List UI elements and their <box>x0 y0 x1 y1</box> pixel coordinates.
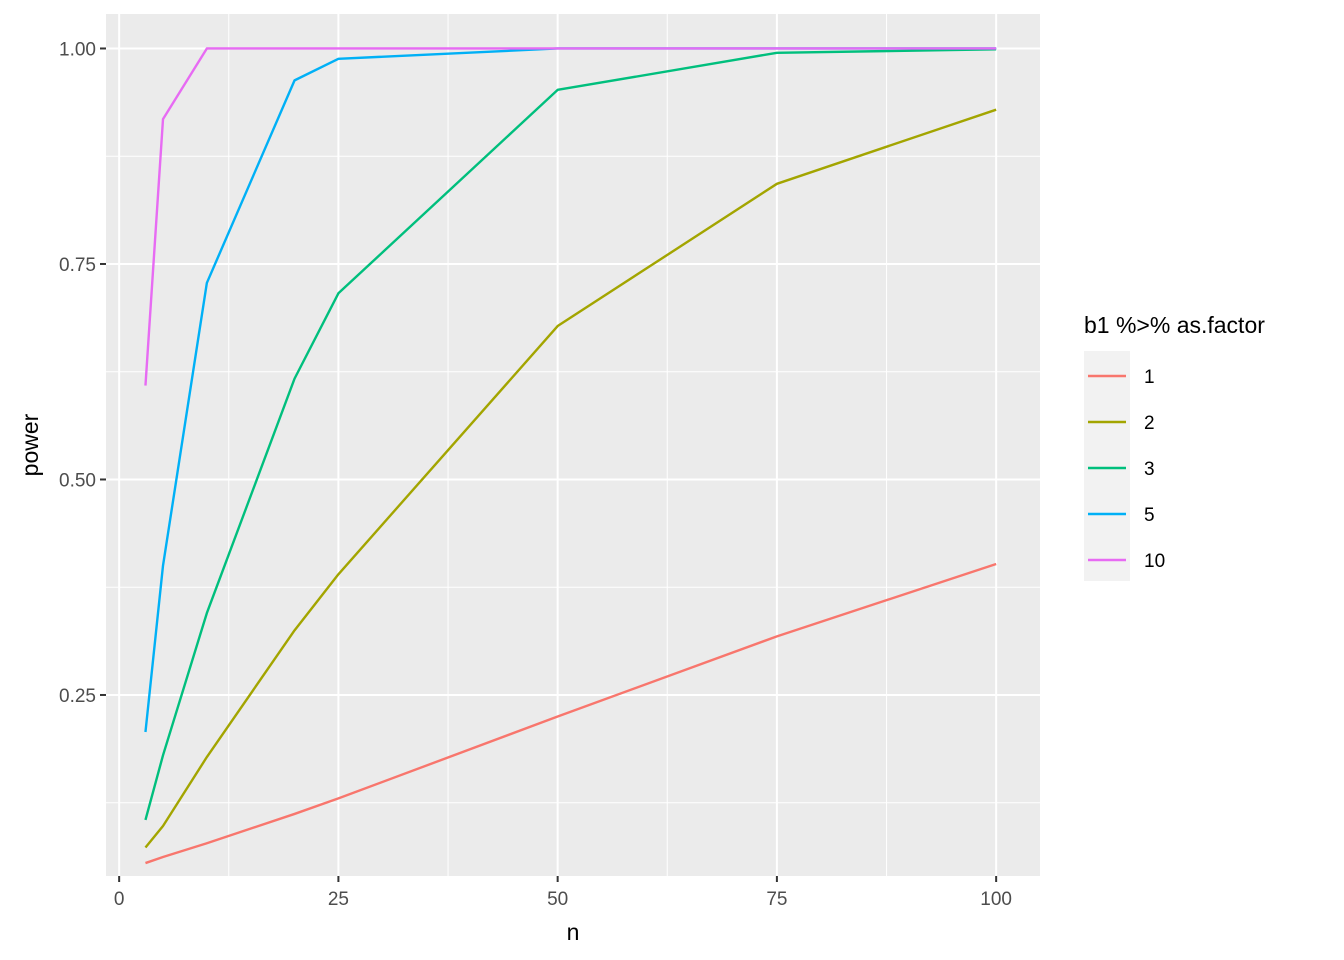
legend-label-1: 1 <box>1144 367 1155 388</box>
y-tick-label: 0.75 <box>59 255 96 276</box>
legend-title: b1 %>% as.factor <box>1084 312 1265 338</box>
x-axis-title: n <box>567 919 580 945</box>
x-tick-label: 0 <box>114 889 125 910</box>
major-gridlines <box>106 14 1040 876</box>
legend-label-10: 10 <box>1144 551 1165 572</box>
legend-items: 1 2 3 5 10 <box>1088 367 1165 572</box>
series-line-1 <box>145 562 997 865</box>
y-tick-label: 1.00 <box>59 39 96 60</box>
y-tick-label: 0.50 <box>59 470 96 491</box>
legend-key-background <box>1084 351 1130 581</box>
legend: b1 %>% as.factor 1 2 3 5 10 <box>1084 312 1265 581</box>
legend-label-3: 3 <box>1144 459 1155 480</box>
y-axis-title: power <box>17 413 43 476</box>
legend-label-5: 5 <box>1144 505 1155 526</box>
series-line-10 <box>144 47 997 386</box>
x-tick-label: 50 <box>547 889 568 910</box>
y-axis: 0.25 0.50 0.75 1.00 <box>59 39 106 707</box>
series-line-3 <box>144 48 997 821</box>
y-tick-label: 0.25 <box>59 686 96 707</box>
series-line-2 <box>144 108 997 849</box>
legend-label-2: 2 <box>1144 413 1155 434</box>
x-tick-label: 100 <box>980 889 1012 910</box>
x-tick-label: 25 <box>328 889 349 910</box>
x-tick-label: 75 <box>766 889 787 910</box>
series-lines <box>144 47 997 865</box>
x-axis: 0 25 50 75 100 <box>114 876 1012 910</box>
